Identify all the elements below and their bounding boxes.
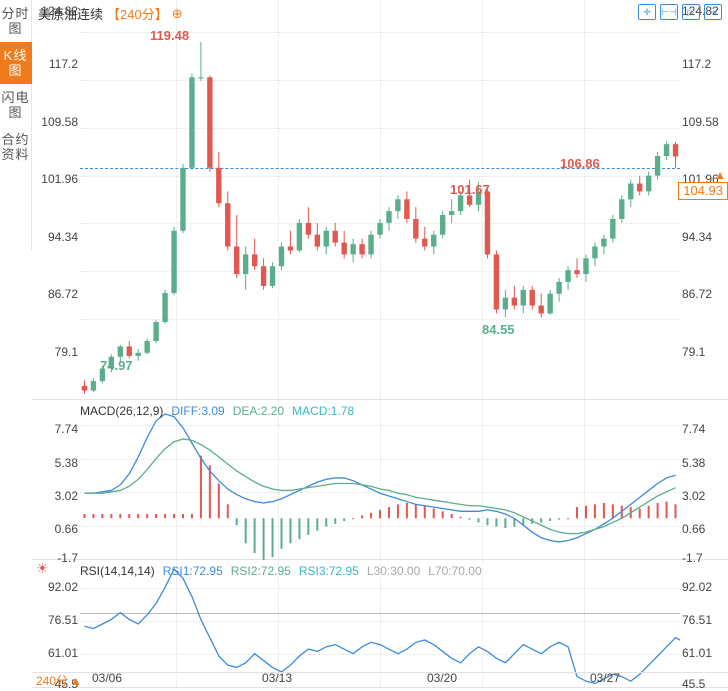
kline-yaxis-right-5: 86.72 — [682, 287, 726, 301]
rsi-yaxis-left-2: 61.01 — [34, 646, 78, 660]
sidebar-item-flash[interactable]: 闪电图 — [0, 84, 32, 126]
macd-panel: MACD(26,12,9) DIFF:3.09 DEA:2.20 MACD:1.… — [32, 400, 728, 560]
kline-yaxis-right-4: 94.34 — [682, 230, 726, 244]
candlestick-chart — [80, 0, 680, 400]
sidebar-item-contract[interactable]: 合约资料 — [0, 126, 32, 168]
rsi-yaxis-left-1: 76.51 — [34, 613, 78, 627]
macd-yaxis-right-1: 5.38 — [682, 456, 726, 470]
price-annotation-low1: 74.97 — [100, 358, 133, 373]
macd-yaxis-right-2: 3.02 — [682, 489, 726, 503]
kline-yaxis-left-6: 79.1 — [34, 345, 78, 359]
bottom-toolbar: 240分 ▲ — [32, 672, 728, 688]
kline-yaxis-right-2: 109.58 — [682, 115, 726, 129]
macd-yaxis-left-0: 7.74 — [34, 422, 78, 436]
kline-panel: 美原油连续 【240分】 ⊕ ✛ ⊢⊣ ▷ ⇥ — [32, 0, 728, 400]
macd-yaxis-right-3: 0.66 — [682, 522, 726, 536]
kline-yaxis-right-6: 79.1 — [682, 345, 726, 359]
kline-title: 美原油连续 【240分】 ⊕ — [38, 4, 183, 23]
price-annotation-high3: 106.86 — [560, 156, 600, 171]
sidebar-item-kline[interactable]: K线图 — [0, 42, 32, 84]
kline-yaxis-left-4: 94.34 — [34, 230, 78, 244]
current-price-badge[interactable]: 104.93 — [678, 182, 728, 200]
rsi-yaxis-left-0: 92.02 — [34, 580, 78, 594]
kline-yaxis-left-5: 86.72 — [34, 287, 78, 301]
macd-yaxis-left-1: 5.38 — [34, 456, 78, 470]
kline-yaxis-left-1: 117.2 — [34, 57, 78, 71]
rsi-yaxis-right-2: 61.01 — [682, 646, 726, 660]
macd-yaxis-left-3: 0.66 — [34, 522, 78, 536]
kline-app: 分时图 K线图 闪电图 合约资料 美原油连续 【240分】 ⊕ ✛ ⊢⊣ ▷ ⇥ — [0, 0, 728, 688]
rsi-panel: ☀ RSI(14,14,14) RSI1:72.95 RSI2:72.95 RS… — [32, 560, 728, 688]
left-sidebar: 分时图 K线图 闪电图 合约资料 — [0, 0, 32, 250]
kline-yaxis-left-2: 109.58 — [34, 115, 78, 129]
expand-tool-icon[interactable]: ⇥ — [704, 4, 722, 20]
price-annotation-high1: 119.48 — [150, 28, 189, 43]
chart-container: 美原油连续 【240分】 ⊕ ✛ ⊢⊣ ▷ ⇥ — [32, 0, 728, 688]
kline-toolbar: ✛ ⊢⊣ ▷ ⇥ — [638, 4, 722, 20]
macd-yaxis-left-2: 3.02 — [34, 489, 78, 503]
price-annotation-high2: 101.67 — [450, 182, 490, 197]
macd-chart — [80, 400, 680, 560]
kline-yaxis-right-1: 117.2 — [682, 57, 726, 71]
rsi-legend: RSI(14,14,14) RSI1:72.95 RSI2:72.95 RSI3… — [80, 564, 482, 578]
measure-tool-icon[interactable]: ▷ — [682, 4, 700, 20]
macd-yaxis-right-0: 7.74 — [682, 422, 726, 436]
period-selector[interactable]: 240分 ▲ — [32, 672, 82, 689]
weather-sun-icon: ☀ — [36, 560, 49, 577]
rsi-yaxis-right-1: 76.51 — [682, 613, 726, 627]
ruler-tool-icon[interactable]: ⊢⊣ — [660, 4, 678, 20]
rsi-yaxis-right-0: 92.02 — [682, 580, 726, 594]
price-annotation-low2: 84.55 — [482, 322, 515, 337]
macd-legend: MACD(26,12,9) DIFF:3.09 DEA:2.20 MACD:1.… — [80, 404, 354, 418]
crosshair-icon[interactable]: ⊕ — [172, 6, 183, 22]
current-price-arrow-icon: ▲ — [714, 168, 726, 182]
period-arrow-icon: ▲ — [70, 674, 82, 688]
crosshair-tool-icon[interactable]: ✛ — [638, 4, 656, 20]
rsi-chart — [80, 560, 680, 688]
sidebar-item-timeshare[interactable]: 分时图 — [0, 0, 32, 42]
kline-yaxis-left-3: 101.96 — [34, 172, 78, 186]
